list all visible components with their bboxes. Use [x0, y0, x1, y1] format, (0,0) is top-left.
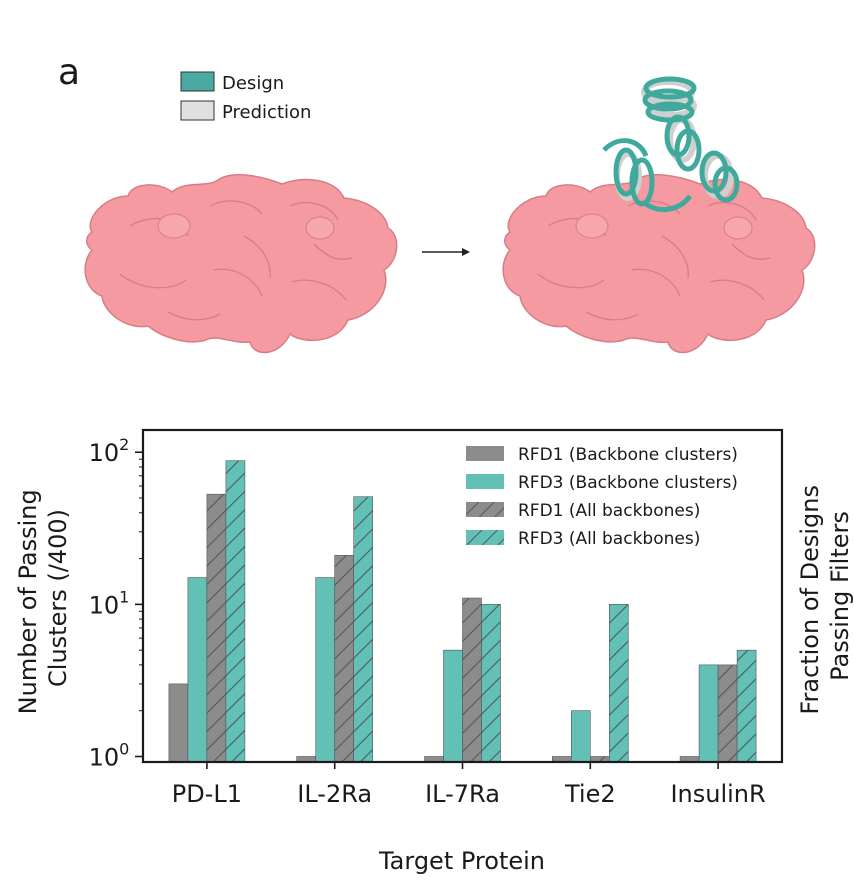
y-axis-ticks: 100 101 102	[89, 435, 143, 771]
legend-swatch	[466, 474, 504, 489]
target-surface-left	[84, 174, 398, 354]
y-axis-label: Number of Passing Clusters (/400)	[14, 482, 72, 715]
bar	[570, 710, 591, 763]
bar	[168, 683, 189, 763]
y-axis-label-line-1: Number of Passing	[14, 489, 42, 714]
bar	[353, 496, 374, 763]
x-axis-ticks: PD-L1 IL-2Ra IL-7Ra Tie2 InsulinR	[172, 762, 766, 808]
bar	[736, 649, 757, 763]
legend-swatch-design	[180, 71, 215, 92]
target-surface-right	[502, 174, 816, 354]
x-tick-label: IL-7Ra	[425, 780, 500, 808]
bar	[462, 597, 482, 763]
bar	[206, 493, 227, 763]
bar	[608, 604, 629, 763]
bar	[187, 577, 208, 763]
legend-label: RFD3 (Backbone clusters)	[518, 473, 738, 493]
legend-label: RFD1 (Backbone clusters)	[518, 445, 738, 465]
arrow-right-icon	[422, 248, 470, 256]
bar	[717, 664, 738, 763]
designed-binder-helices	[602, 76, 740, 213]
x-tick-label: InsulinR	[670, 780, 765, 808]
y-axis-right-label-line-1: Fraction of Designs	[796, 485, 824, 715]
legend-swatch-prediction	[180, 100, 215, 121]
y-axis-right-label-line-2: Passing Filters	[826, 511, 854, 681]
panel-label: a	[58, 52, 80, 93]
x-axis-label: Target Protein	[378, 847, 545, 875]
y-tick-label: 101	[89, 587, 130, 619]
structure-legend: Design Prediction	[180, 71, 311, 123]
bar	[698, 664, 719, 763]
x-tick-label: PD-L1	[172, 780, 242, 808]
bar	[481, 604, 501, 763]
legend-swatch	[466, 530, 504, 545]
chart-legend: RFD1 (Backbone clusters) RFD3 (Backbone c…	[466, 445, 738, 549]
x-tick-label: IL-2Ra	[297, 780, 372, 808]
legend-swatch	[466, 446, 504, 461]
y-tick-label: 102	[89, 435, 130, 467]
y-tick-label: 100	[89, 739, 130, 771]
bar	[443, 649, 463, 763]
legend-label: RFD3 (All backbones)	[518, 529, 700, 549]
bar	[315, 577, 336, 763]
legend-label-prediction: Prediction	[222, 102, 311, 123]
legend-swatch	[466, 502, 504, 517]
y-axis-label-line-2: Clusters (/400)	[44, 509, 72, 687]
legend-label: RFD1 (All backbones)	[518, 501, 700, 521]
legend-label-design: Design	[222, 73, 284, 94]
y-axis-right-label: Fraction of Designs Passing Filters	[796, 477, 854, 714]
x-tick-label: Tie2	[564, 780, 616, 808]
bar	[225, 460, 246, 763]
bar	[334, 555, 355, 763]
bars	[168, 460, 757, 763]
